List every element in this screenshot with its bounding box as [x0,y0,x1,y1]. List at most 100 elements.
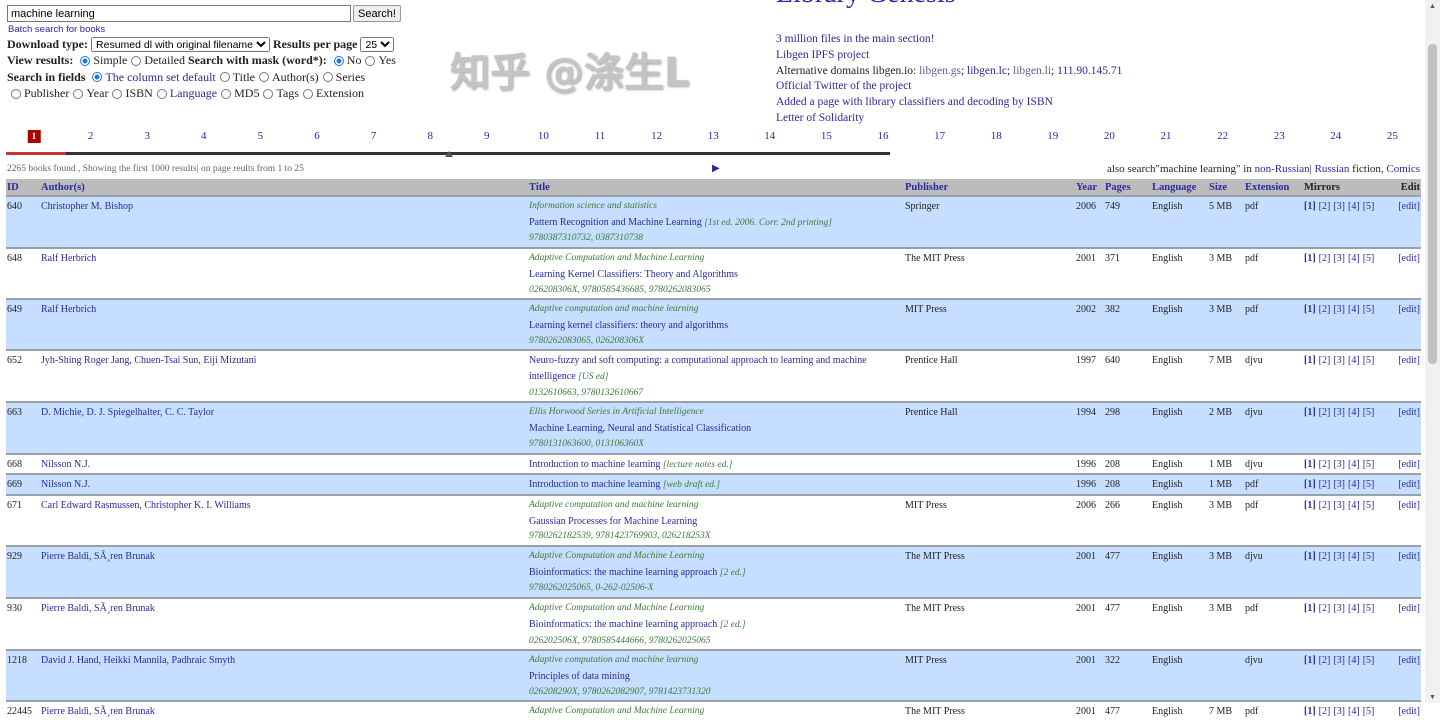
mirror-link-5[interactable]: [5] [1362,706,1375,718]
mirror-link-1[interactable]: [1] [1304,655,1316,667]
mirror-link-5[interactable]: [5] [1362,458,1375,470]
title-link[interactable]: Gaussian Processes for Machine Learning [529,515,698,527]
page-link[interactable]: 13 [707,130,719,142]
page-link[interactable]: 12 [651,130,663,142]
edit-link[interactable]: [edit] [1398,253,1420,265]
alt-domain-ip[interactable]: 111.90.145.71 [1057,64,1123,77]
page-link[interactable]: 19 [1047,130,1059,142]
edit-link[interactable]: [edit] [1398,551,1420,563]
page-link[interactable]: 22 [1217,130,1229,142]
mirror-link-3[interactable]: [3] [1333,355,1346,367]
mirror-link-1[interactable]: [1] [1304,499,1316,511]
edit-link[interactable]: [edit] [1398,479,1420,491]
title-link[interactable]: Introduction to machine learning [529,458,661,470]
page-link[interactable]: 7 [370,130,377,142]
edit-link[interactable]: [edit] [1398,201,1420,212]
mirror-link-2[interactable]: [2] [1318,407,1331,419]
mirror-link-1[interactable]: [1] [1304,603,1316,615]
mirror-link-3[interactable]: [3] [1333,551,1346,563]
alt-domain-lc[interactable]: libgen.lc [967,64,1007,77]
edit-link[interactable]: [edit] [1398,603,1420,615]
column-header[interactable]: Size [1208,179,1244,196]
mirror-link-5[interactable]: [5] [1362,655,1375,667]
page-link[interactable]: 6 [314,130,320,142]
page-link[interactable]: 2 [87,130,94,142]
mirror-link-3[interactable]: [3] [1333,458,1346,470]
mirror-link-5[interactable]: [5] [1362,253,1375,265]
page-link[interactable]: 1 [27,130,41,143]
mask-no-radio[interactable] [333,55,344,66]
series-link[interactable]: Adaptive Computation and Machine Learnin… [529,603,705,614]
page-link[interactable]: 21 [1160,130,1172,142]
page-link[interactable]: 3 [144,130,150,142]
news-link-solidarity[interactable]: Letter of Solidarity [776,111,865,124]
author-link[interactable]: Pierre Baldi, SÃ¸ren Brunak [41,551,155,563]
mirror-link-2[interactable]: [2] [1318,499,1331,511]
page-link[interactable]: 9 [484,130,490,142]
title-link[interactable]: Introduction to machine learning [529,479,661,491]
author-link[interactable]: Christopher M. Bishop [41,201,133,212]
mirror-link-3[interactable]: [3] [1333,499,1346,511]
field-radio[interactable] [259,72,269,83]
alt-domain-gs[interactable]: libgen.gs [919,64,961,77]
news-link-twitter[interactable]: Official Twitter of the project [776,80,912,93]
scroll-down-icon[interactable]: ▼ [1429,693,1436,701]
edit-link[interactable]: [edit] [1398,407,1420,419]
view-simple-radio[interactable] [80,55,91,66]
author-link[interactable]: Ralf Herbrich [41,253,97,265]
edit-link[interactable]: [edit] [1398,706,1420,718]
column-header[interactable]: ID [6,179,40,196]
column-header[interactable]: Title [528,179,904,196]
mirror-link-1[interactable]: [1] [1304,407,1316,419]
mirror-link-3[interactable]: [3] [1333,201,1346,212]
author-link[interactable]: Nilsson N.J. [41,458,91,470]
page-link[interactable]: 11 [594,130,606,142]
column-header[interactable]: Pages [1104,179,1151,196]
author-link[interactable]: Pierre Baldi, SÃ¸ren Brunak [41,603,155,615]
series-link[interactable]: Adaptive Computation and Machine Learnin… [529,253,705,264]
mask-yes-radio[interactable] [365,55,376,66]
author-link[interactable]: Pierre Baldi, SÃ¸ren Brunak [41,706,155,718]
edit-link[interactable]: [edit] [1398,499,1420,511]
field-radio[interactable] [219,72,230,83]
author-link[interactable]: D. Michie, D. J. Spiegelhalter, C. C. Ta… [41,407,215,419]
mirror-link-2[interactable]: [2] [1318,603,1331,615]
field-radio[interactable] [73,88,84,99]
mirror-link-3[interactable]: [3] [1333,479,1346,491]
field-radio[interactable] [221,88,232,99]
download-type-select[interactable]: Resumed dl with original filename [91,36,271,52]
mirror-link-1[interactable]: [1] [1304,706,1316,718]
mirror-link-4[interactable]: [4] [1348,355,1360,367]
page-link[interactable]: 25 [1386,130,1398,142]
field-radio[interactable] [11,88,21,99]
title-link[interactable]: Neuro-fuzzy and soft computing: a comput… [529,355,867,383]
news-link-ipfs[interactable]: Libgen IPFS project [776,48,870,61]
series-link[interactable]: Adaptive Computation and Machine Learnin… [529,706,705,717]
author-link[interactable]: Ralf Herbrich [41,304,97,316]
mirror-link-2[interactable]: [2] [1318,304,1331,316]
batch-search-link[interactable]: Batch search for books [8,24,106,35]
mirror-link-2[interactable]: [2] [1318,458,1331,470]
title-link[interactable]: Principles of data mining [529,670,630,682]
field-radio[interactable] [92,72,103,83]
column-header[interactable]: Extension [1244,179,1303,196]
mirror-link-3[interactable]: [3] [1333,304,1346,316]
series-link[interactable]: Ellis Horwood Series in Artificial Intel… [529,407,704,418]
scroll-up-icon[interactable]: ▲ [1429,2,1436,10]
mirror-link-4[interactable]: [4] [1348,603,1360,615]
news-link-classifiers[interactable]: Added a page with library classifiers an… [776,96,1053,109]
mirror-link-2[interactable]: [2] [1318,479,1331,491]
page-link[interactable]: 15 [820,130,832,142]
series-link[interactable]: Adaptive computation and machine learnin… [529,499,699,510]
author-link[interactable]: David J. Hand, Heikki Mannila, Padhraic … [41,655,236,667]
series-link[interactable]: Adaptive computation and machine learnin… [529,655,699,666]
field-radio[interactable] [156,88,167,99]
edit-link[interactable]: [edit] [1398,304,1420,316]
page-link[interactable]: 4 [201,130,207,142]
page-link[interactable]: 18 [990,130,1002,142]
mirror-link-2[interactable]: [2] [1318,655,1331,667]
scrollbar-thumb[interactable] [1428,44,1437,364]
mirror-link-3[interactable]: [3] [1333,706,1346,718]
column-header[interactable]: Year [1075,179,1104,196]
mirror-link-2[interactable]: [2] [1318,551,1331,563]
